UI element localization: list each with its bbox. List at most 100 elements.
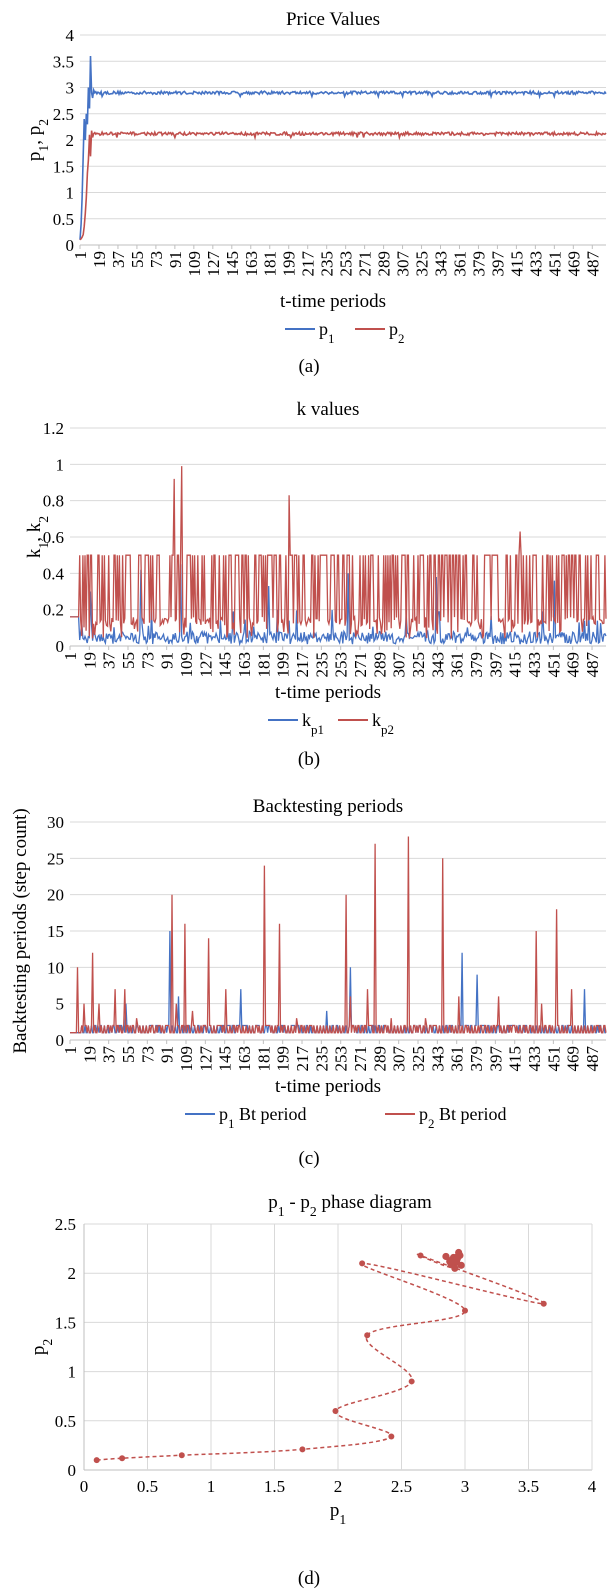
x-tick-label: 109 bbox=[185, 251, 204, 277]
x-axis-label: t-time periods bbox=[275, 682, 381, 703]
x-tick-label: 1.5 bbox=[264, 1477, 285, 1496]
y-tick-label: 3 bbox=[66, 79, 75, 98]
x-tick-label: 0 bbox=[80, 1477, 89, 1496]
subscript: 2 bbox=[40, 1339, 55, 1346]
x-tick-label: 109 bbox=[177, 652, 196, 678]
x-tick-label: 145 bbox=[223, 251, 242, 277]
chart-title: Price Values bbox=[286, 9, 380, 30]
x-tick-label: 235 bbox=[312, 1046, 331, 1072]
series-line-kp2 bbox=[70, 466, 607, 639]
x-tick-label: 487 bbox=[583, 652, 602, 678]
legend-label-p1: p1 bbox=[319, 319, 334, 346]
y-tick-label: 0.5 bbox=[55, 1412, 76, 1431]
y-tick-label: 3.5 bbox=[53, 52, 74, 71]
label-part: - bbox=[285, 1192, 301, 1213]
subscript: 2 bbox=[428, 1116, 434, 1131]
x-tick-label: 217 bbox=[293, 652, 312, 678]
series-line-kp1 bbox=[70, 564, 607, 647]
x-tick-label: 2 bbox=[334, 1477, 343, 1496]
label-part: phase diagram bbox=[317, 1192, 432, 1213]
y-tick-label: 30 bbox=[47, 813, 64, 832]
x-tick-label: 127 bbox=[204, 251, 223, 277]
phase-point bbox=[408, 1378, 415, 1385]
y-axis-label: k1, k2 bbox=[24, 516, 51, 558]
x-tick-label: 307 bbox=[390, 1046, 409, 1072]
y-axis-label: p2 bbox=[28, 1339, 55, 1356]
x-tick-label: 0.5 bbox=[137, 1477, 158, 1496]
x-tick-label: 19 bbox=[90, 251, 109, 268]
x-tick-label: 379 bbox=[467, 1046, 486, 1072]
series-line-bt2 bbox=[70, 836, 607, 1034]
x-tick-label: 289 bbox=[370, 1046, 389, 1072]
panel-caption: (a) bbox=[298, 356, 319, 377]
x-tick-label: 235 bbox=[318, 251, 337, 277]
x-tick-label: 91 bbox=[158, 652, 177, 669]
phase-point bbox=[449, 1257, 458, 1265]
x-tick-label: 4 bbox=[588, 1477, 597, 1496]
label-part: p bbox=[300, 1192, 310, 1213]
phase-curve bbox=[96, 1251, 545, 1461]
y-axis-label: Backtesting periods (step count) bbox=[10, 808, 31, 1053]
x-tick-label: 1 bbox=[71, 251, 90, 260]
legend: kp1 kp2 bbox=[268, 710, 394, 737]
x-tick-label: 433 bbox=[525, 1046, 544, 1072]
label-part: Backtesting periods (step count) bbox=[10, 808, 31, 1053]
x-tick-label: 109 bbox=[177, 1046, 196, 1072]
x-tick-label: 235 bbox=[312, 652, 331, 678]
subscript: 2 bbox=[398, 331, 404, 346]
phase-point bbox=[540, 1300, 547, 1307]
x-tick-label: 1 bbox=[61, 1046, 80, 1055]
subscript: 2 bbox=[310, 1204, 317, 1219]
subscript: 1 bbox=[36, 542, 51, 549]
label-part: p bbox=[219, 1104, 228, 1124]
legend-label-p2: p2 bbox=[389, 319, 404, 346]
x-tick-label: 415 bbox=[506, 1046, 525, 1072]
subscript: 1 bbox=[36, 145, 51, 152]
x-tick-label: 181 bbox=[254, 652, 273, 678]
subscript: 2 bbox=[36, 516, 51, 523]
x-tick-label: 3 bbox=[461, 1477, 470, 1496]
x-tick-label: 199 bbox=[274, 1046, 293, 1072]
y-tick-label: 4 bbox=[66, 26, 75, 45]
x-tick-label: 253 bbox=[337, 251, 356, 277]
phase-point bbox=[462, 1307, 468, 1314]
label-part: Bt period bbox=[434, 1104, 506, 1124]
x-tick-label: 73 bbox=[147, 251, 166, 268]
legend-label-bt1: p1 Bt period bbox=[219, 1104, 306, 1131]
x-tick-label: 325 bbox=[409, 1046, 428, 1072]
label-part: k bbox=[302, 710, 311, 730]
x-tick-label: 451 bbox=[544, 1046, 563, 1072]
y-tick-label: 5 bbox=[56, 995, 65, 1014]
x-tick-label: 451 bbox=[545, 251, 564, 277]
legend-label-kp2: kp2 bbox=[372, 710, 394, 737]
x-tick-label: 487 bbox=[583, 251, 602, 277]
label-part: Bt period bbox=[234, 1104, 306, 1124]
label-part: k bbox=[372, 710, 381, 730]
subscript: 2 bbox=[36, 119, 51, 126]
x-tick-label: 325 bbox=[413, 251, 432, 277]
x-tick-label: 469 bbox=[564, 1046, 583, 1072]
subscript: p2 bbox=[381, 722, 394, 737]
x-tick-label: 145 bbox=[216, 652, 235, 678]
x-tick-label: 469 bbox=[564, 251, 583, 277]
x-tick-label: 91 bbox=[166, 251, 185, 268]
y-tick-label: 0.5 bbox=[53, 210, 74, 229]
x-tick-label: 163 bbox=[235, 652, 254, 678]
x-tick-label: 289 bbox=[375, 251, 394, 277]
x-tick-label: 127 bbox=[196, 652, 215, 678]
x-tick-label: 361 bbox=[448, 652, 467, 678]
x-tick-label: 271 bbox=[351, 652, 370, 678]
series-line-bt1 bbox=[70, 930, 606, 1034]
x-tick-label: 271 bbox=[356, 251, 375, 277]
series-line-p1 bbox=[79, 55, 607, 240]
y-tick-label: 1 bbox=[66, 184, 75, 203]
y-tick-label: 2.5 bbox=[53, 105, 74, 124]
x-tick-label: 307 bbox=[390, 652, 409, 678]
chart-title: p1 - p2 phase diagram bbox=[268, 1192, 432, 1219]
x-tick-label: 19 bbox=[80, 1046, 99, 1063]
x-tick-label: 253 bbox=[332, 1046, 351, 1072]
y-tick-label: 1.2 bbox=[43, 419, 64, 438]
